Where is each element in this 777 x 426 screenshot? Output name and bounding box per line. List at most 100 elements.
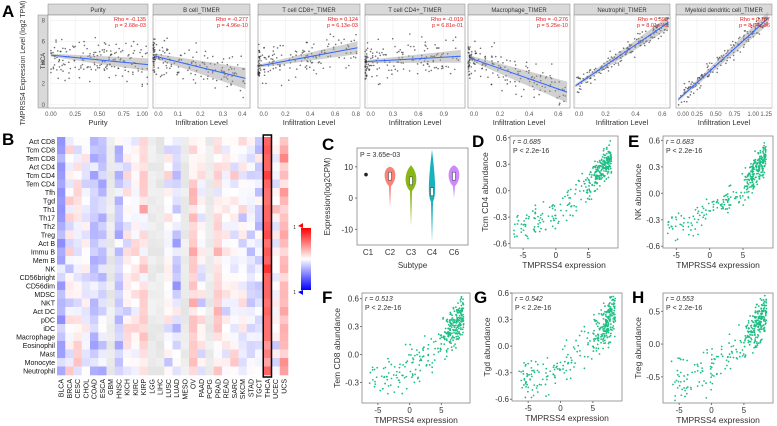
data-point [597,334,600,337]
data-point [221,70,223,73]
data-point [757,158,760,161]
data-point [641,41,644,43]
data-point [541,85,544,88]
data-point [589,171,592,174]
heatmap-cell [98,188,107,197]
data-point [449,313,452,315]
heatmap-cell [114,230,124,240]
data-point [613,56,616,59]
data-point [411,374,414,377]
data-point [593,174,595,177]
data-point [416,63,419,65]
heatmap-cell [81,145,91,155]
data-point [537,223,540,225]
data-point [408,70,411,72]
data-point [435,66,438,69]
data-point [528,80,531,83]
data-point [459,298,462,301]
x-tick-label: -5 [520,251,528,260]
data-point [608,165,611,168]
heatmap-cell [172,188,182,197]
heatmap-cell [147,239,157,248]
data-point [580,185,583,187]
heatmap-cell [180,366,190,376]
data-point [601,334,604,337]
x-tick-label: -5 [374,406,382,415]
violin-C3 [405,165,417,227]
data-point [401,56,404,59]
heatmap-cell [246,188,256,197]
heatmap-cell [222,162,231,172]
data-point [742,204,745,206]
heatmap-cell [106,230,116,240]
heatmap-cell [271,247,281,257]
heatmap-cell [180,358,190,367]
data-point [677,357,680,360]
data-point [161,46,164,49]
heatmap-cell [65,247,74,257]
data-point [641,31,644,33]
data-point [734,339,736,342]
data-point [402,374,404,377]
y-tick-label: 0.0 [498,342,510,351]
data-point [591,71,594,73]
data-point [663,31,665,34]
heatmap-row-label: Tcm CD8 [26,147,55,154]
heatmap-cell [230,290,239,299]
data-point [456,337,459,340]
heatmap-cell [114,222,124,231]
data-point [201,61,204,64]
data-point [366,65,368,68]
data-point [295,51,298,53]
heatmap-cell [189,213,198,223]
data-point [396,61,399,63]
data-point [676,386,679,389]
data-point [202,78,205,80]
heatmap-cell [255,290,264,299]
data-point [490,55,493,57]
data-point [484,55,487,58]
heatmap-cell [238,230,248,240]
heatmap-cell [156,298,165,308]
data-point [455,313,457,316]
data-point [684,86,687,89]
heatmap-cell [222,179,231,189]
heatmap-cell [106,196,116,206]
data-point [168,52,171,55]
data-point [513,233,515,236]
data-point [553,205,556,207]
y-tick-label: 10 [344,163,353,172]
heatmap-cell [246,230,256,240]
data-point [709,368,712,370]
heatmap-cell [205,298,215,308]
data-point [754,150,756,153]
data-point [579,85,581,87]
heatmap-cell [189,358,198,367]
data-point [398,371,401,374]
heatmap-cell [98,230,107,240]
data-point [442,52,445,55]
data-point [524,396,527,399]
data-point [751,315,754,317]
data-point [756,342,758,345]
heatmap-cell [172,324,182,333]
data-point [126,80,128,83]
data-point [62,59,64,62]
data-point [606,60,608,63]
data-point [750,24,753,27]
heatmap-cell [230,315,239,325]
heatmap-cell [255,256,264,265]
data-point [380,375,383,378]
data-point [161,74,163,77]
data-point [552,217,555,220]
data-point [550,220,552,222]
data-point [491,62,494,64]
data-point [93,55,96,58]
heatmap-cell [81,341,91,350]
data-point [158,49,161,52]
heatmap-cell [57,324,66,333]
data-point [288,79,290,81]
data-point [428,364,431,366]
data-point [461,333,463,336]
data-point [760,313,763,316]
